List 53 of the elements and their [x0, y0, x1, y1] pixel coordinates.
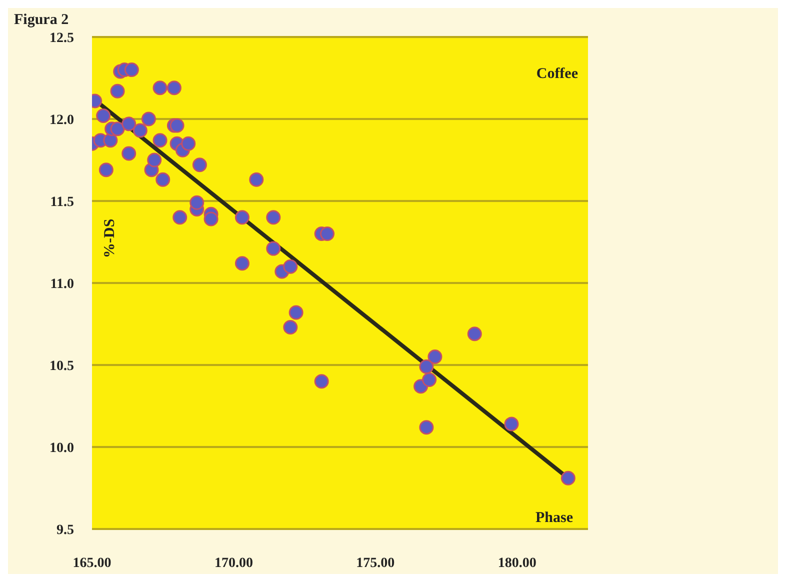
- point: [147, 152, 162, 168]
- point: [110, 84, 125, 98]
- y-tick-label: 10.0: [50, 440, 74, 456]
- x-tick-label: 165.00: [72, 556, 112, 571]
- point: [166, 80, 182, 96]
- point: [560, 470, 576, 486]
- point: [122, 146, 136, 161]
- x-tick-label: 175.00: [356, 556, 395, 571]
- point: [422, 372, 437, 388]
- x-tick-label: 180.00: [498, 556, 536, 571]
- point: [288, 305, 304, 320]
- y-tick-label: 11.0: [50, 276, 74, 292]
- point: [314, 374, 329, 389]
- y-axis-title: %-DS: [102, 218, 119, 258]
- y-tick-label: 10.5: [50, 358, 74, 374]
- point: [122, 116, 136, 132]
- point: [283, 320, 298, 335]
- point: [110, 122, 125, 136]
- annotation: Coffee: [536, 66, 578, 83]
- point: [181, 136, 196, 151]
- point: [467, 326, 482, 342]
- y-tick-label: 11.5: [50, 194, 74, 210]
- point: [419, 420, 434, 435]
- point: [266, 210, 281, 225]
- point: [192, 158, 207, 172]
- y-tick-label: 12.0: [50, 112, 74, 128]
- annotation: Phase: [536, 510, 573, 527]
- point: [152, 80, 168, 96]
- point: [249, 172, 264, 187]
- point: [283, 259, 298, 274]
- point: [132, 123, 148, 138]
- point: [504, 416, 519, 432]
- point: [204, 212, 218, 226]
- point: [419, 359, 434, 374]
- point: [234, 210, 250, 225]
- point: [172, 210, 188, 225]
- x-tick-label: 170.00: [214, 556, 253, 571]
- point: [234, 256, 250, 271]
- point: [103, 133, 118, 148]
- point: [156, 172, 170, 187]
- point: [320, 226, 334, 242]
- y-tick-label: 12.5: [50, 30, 74, 46]
- point: [428, 350, 442, 364]
- point: [98, 162, 114, 178]
- point: [266, 241, 281, 256]
- chart-title: Figura 2: [14, 12, 69, 29]
- point: [170, 118, 184, 133]
- point: [124, 62, 139, 78]
- point: [190, 195, 204, 210]
- point: [141, 112, 156, 126]
- point: [152, 133, 168, 148]
- point: [96, 108, 111, 123]
- y-tick-label: 9.5: [56, 522, 74, 538]
